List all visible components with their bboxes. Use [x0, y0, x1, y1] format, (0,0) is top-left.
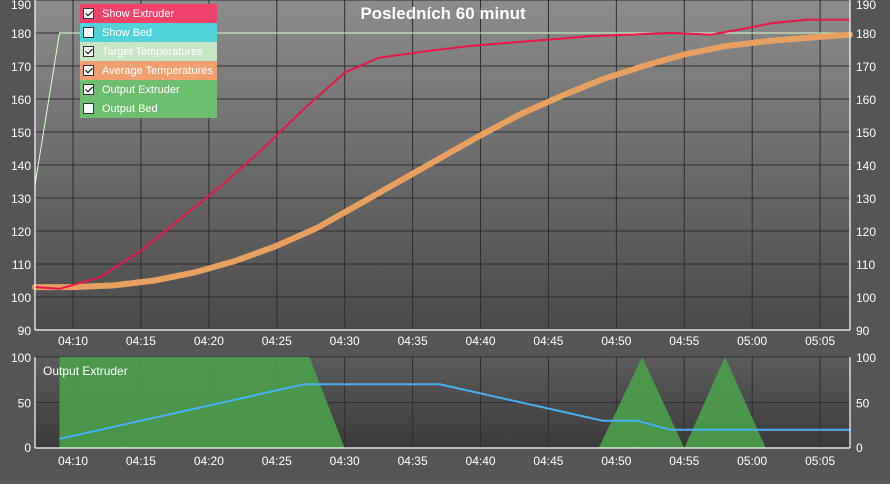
x-tick-label: 04:35: [398, 334, 428, 348]
output-x-tick-label: 04:35: [398, 454, 428, 468]
legend-item-target-temperatures[interactable]: Target Temperatures: [80, 42, 217, 61]
output-x-tick-label: 04:30: [330, 454, 360, 468]
y-tick-label-left: 120: [11, 225, 31, 239]
y-tick-label-right: 90: [856, 324, 870, 338]
checkbox-average-temperatures[interactable]: [83, 65, 94, 76]
x-tick-label: 04:15: [126, 334, 156, 348]
legend-item-output-bed[interactable]: Output Bed: [80, 99, 217, 118]
y-tick-label-left: 140: [11, 159, 31, 173]
y-tick-label-right: 100: [856, 291, 876, 305]
legend-item-show-extruder[interactable]: Show Extruder: [80, 4, 217, 23]
legend-label: Output Extruder: [102, 83, 180, 96]
y-tick-label-left: 100: [11, 291, 31, 305]
average-temperature-line: [32, 31, 853, 291]
y-tick-label-right: 160: [856, 93, 876, 107]
y-tick-label-right: 180: [856, 27, 876, 41]
grid-layer: [35, 0, 850, 449]
output-x-tick-label: 05:05: [805, 454, 835, 468]
checkbox-output-extruder[interactable]: [83, 84, 94, 95]
y-tick-label-right: 170: [856, 60, 876, 74]
x-tick-label: 05:05: [805, 334, 835, 348]
y-tick-label-right: 190: [856, 0, 876, 12]
legend-label: Show Bed: [102, 26, 153, 39]
x-tick-label: 05:00: [737, 334, 767, 348]
output-y-tick-label-right: 50: [856, 397, 870, 411]
y-tick-label-right: 120: [856, 225, 876, 239]
output-y-tick-label-left: 0: [24, 441, 31, 455]
extruder-temperature-line: [34, 18, 851, 290]
x-tick-label: 04:55: [669, 334, 699, 348]
chart-legend: Show Extruder Show Bed Target Temperatur…: [80, 4, 217, 118]
output-y-tick-label-left: 50: [18, 397, 32, 411]
legend-item-output-extruder[interactable]: Output Extruder: [80, 80, 217, 99]
output-y-tick-label-left: 100: [11, 351, 31, 365]
target-temperature-line: [34, 32, 851, 186]
output-x-tick-label: 04:20: [194, 454, 224, 468]
main-chart-title: Posledních 60 minut: [360, 4, 526, 23]
y-tick-label-left: 110: [12, 258, 31, 272]
y-tick-label-left: 160: [11, 93, 31, 107]
legend-label: Show Extruder: [102, 7, 175, 20]
legend-label: Output Bed: [102, 102, 158, 115]
average-output-line: [59, 383, 850, 440]
x-tick-label: 04:50: [601, 334, 631, 348]
output-chart-title: Output Extruder: [43, 364, 128, 378]
output-x-tick-label: 04:15: [126, 454, 156, 468]
legend-label: Average Temperatures: [102, 64, 213, 77]
output-x-tick-label: 04:10: [58, 454, 88, 468]
output-x-tick-label: 04:55: [669, 454, 699, 468]
y-tick-label-right: 130: [856, 192, 876, 206]
checkbox-show-bed[interactable]: [83, 27, 94, 38]
y-tick-label-right: 110: [856, 258, 875, 272]
x-tick-label: 04:10: [58, 334, 88, 348]
output-x-tick-label: 04:50: [601, 454, 631, 468]
y-tick-label-left: 170: [11, 60, 31, 74]
checkbox-output-bed[interactable]: [83, 103, 94, 114]
checkbox-target-temperatures[interactable]: [83, 46, 94, 57]
y-tick-label-left: 130: [11, 192, 31, 206]
legend-label: Target Temperatures: [102, 45, 203, 58]
x-tick-label: 04:20: [194, 334, 224, 348]
x-tick-label: 04:25: [262, 334, 292, 348]
y-tick-label-right: 140: [856, 159, 876, 173]
output-x-tick-label: 04:25: [262, 454, 292, 468]
series-layer: [32, 18, 853, 448]
output-y-tick-label-right: 100: [856, 351, 876, 365]
output-x-tick-label: 04:45: [533, 454, 563, 468]
axis-layer: 90 90 100 100 110 110 120 120 130 130 140 140 150 150…: [11, 0, 876, 468]
y-tick-label-left: 90: [18, 324, 32, 338]
output-y-tick-label-right: 0: [856, 441, 863, 455]
legend-item-average-temperatures[interactable]: Average Temperatures: [80, 61, 217, 80]
y-tick-label-left: 190: [11, 0, 31, 12]
checkbox-show-extruder[interactable]: [83, 8, 94, 19]
output-x-tick-label: 04:40: [466, 454, 496, 468]
x-tick-label: 04:30: [330, 334, 360, 348]
legend-item-show-bed[interactable]: Show Bed: [80, 23, 217, 42]
y-tick-label-left: 180: [11, 27, 31, 41]
x-tick-label: 04:40: [466, 334, 496, 348]
output-x-tick-label: 05:00: [737, 454, 767, 468]
y-tick-label-left: 150: [11, 126, 31, 140]
y-tick-label-right: 150: [856, 126, 876, 140]
x-tick-label: 04:45: [533, 334, 563, 348]
